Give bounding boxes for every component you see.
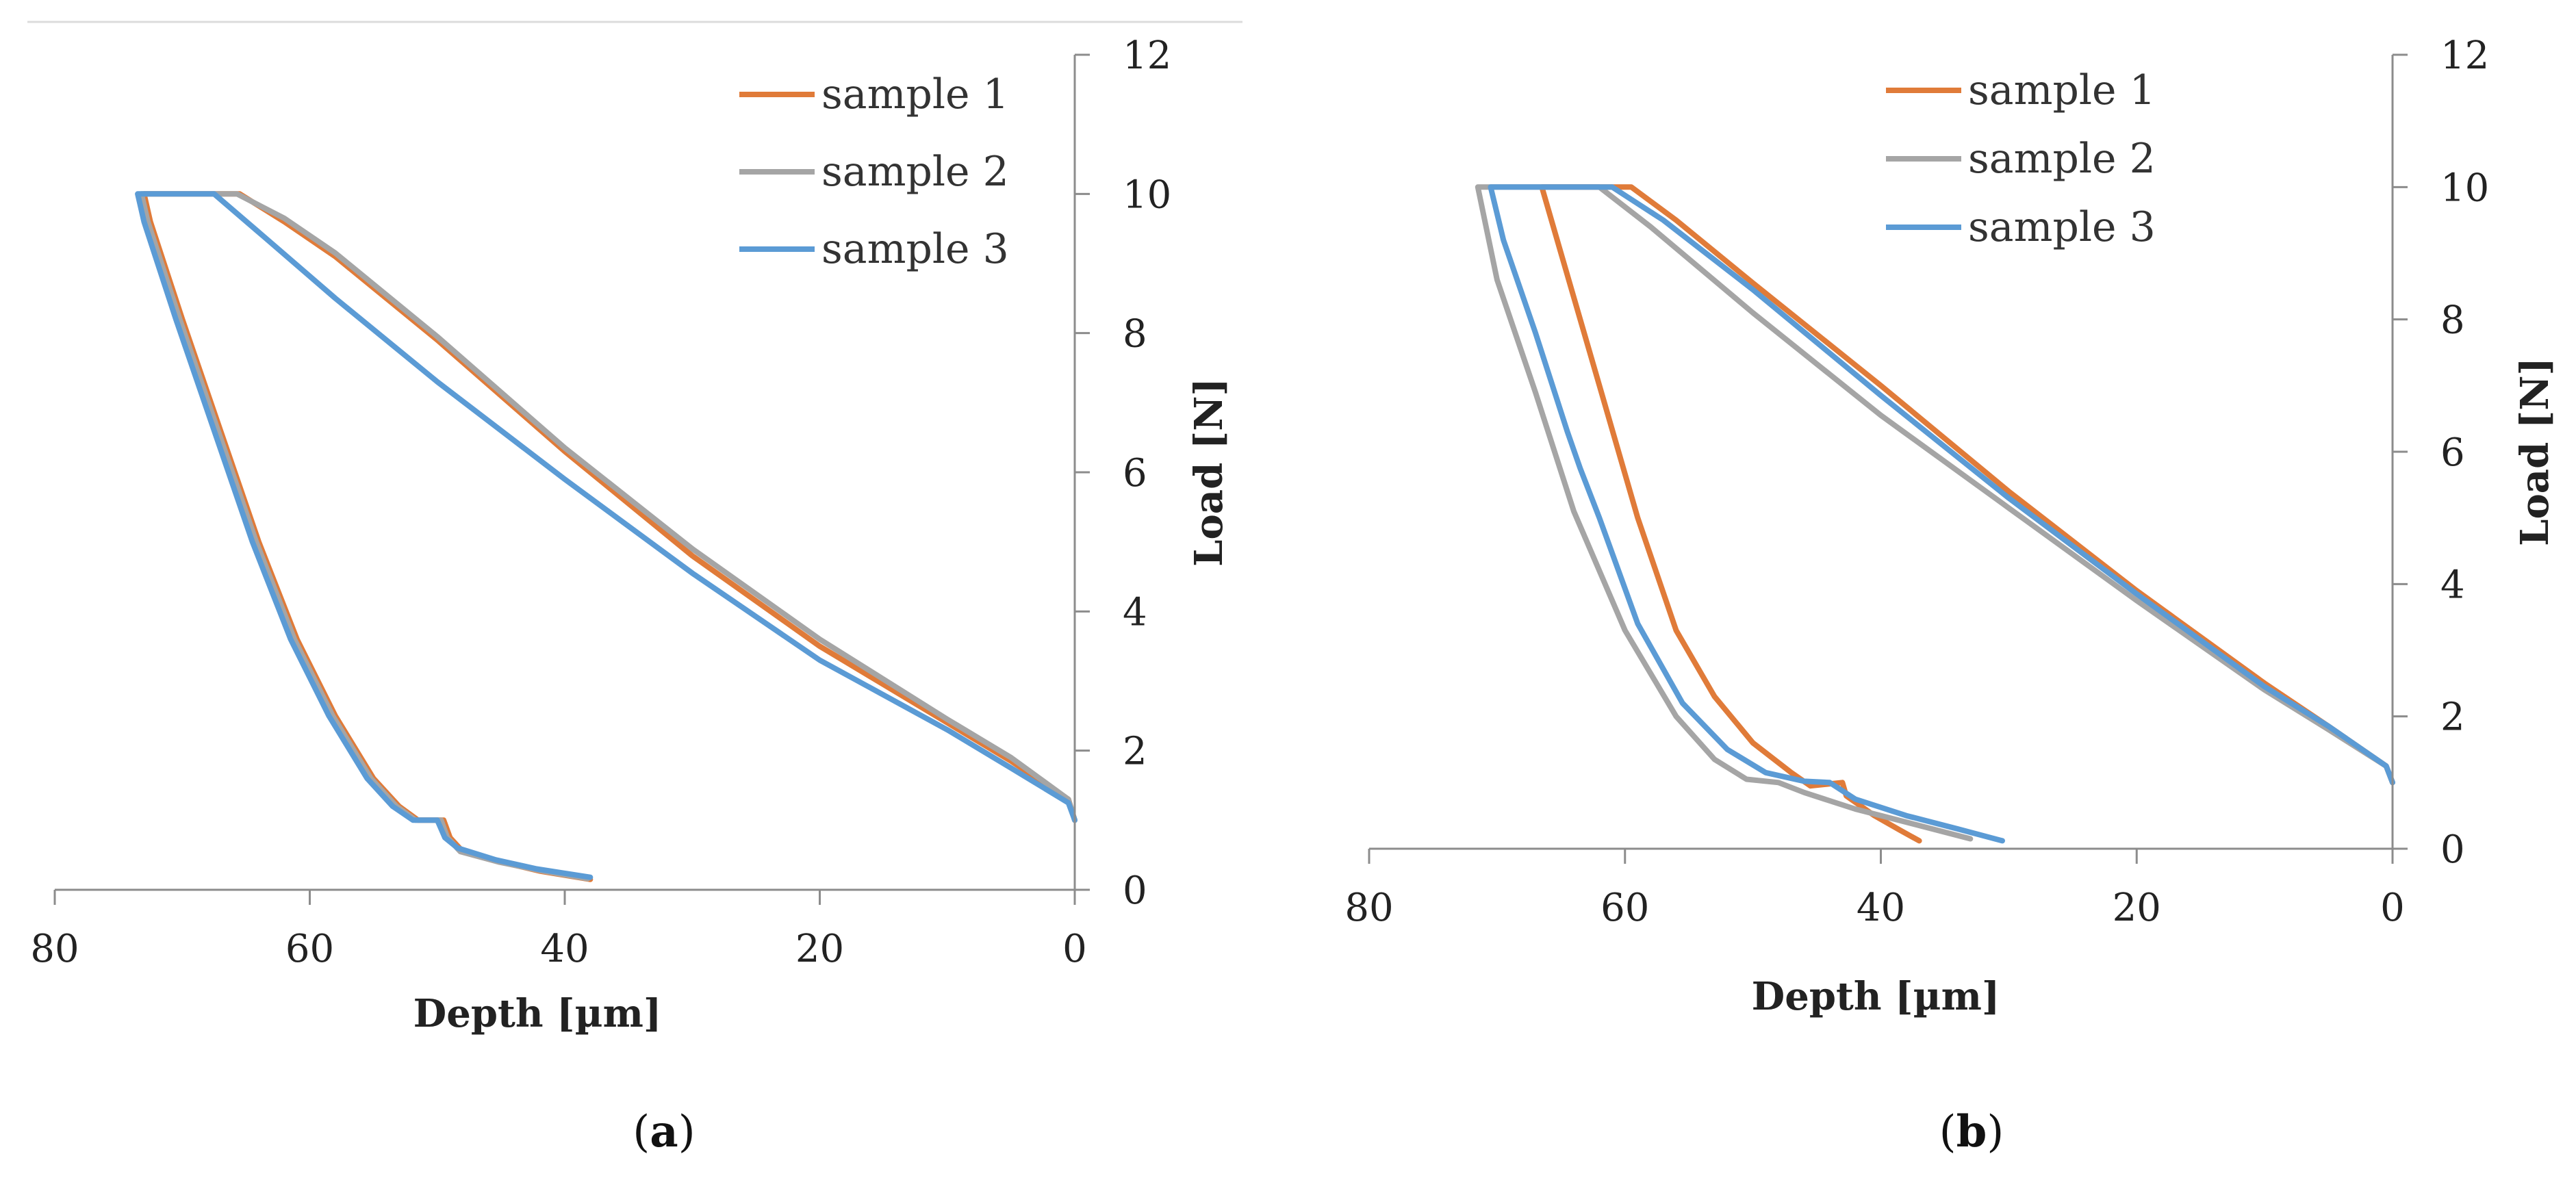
x-tick-label-a: 20 xyxy=(795,927,844,971)
y-tick-label-a: 4 xyxy=(1123,590,1147,634)
x-tick-label-b: 80 xyxy=(1344,886,1393,930)
legend-label-a-2: sample 2 xyxy=(821,148,1009,196)
series-line-a-sample-3 xyxy=(135,191,1077,880)
y-tick-label-a: 12 xyxy=(1123,34,1171,78)
x-tick-label-b: 20 xyxy=(2113,886,2161,930)
y-axis-title-b: Load [N] xyxy=(2512,357,2558,546)
y-tick-label-b: 8 xyxy=(2440,298,2465,343)
y-tick-label-b: 2 xyxy=(2440,695,2465,740)
legend-b: sample 1 sample 2 sample 3 xyxy=(1886,66,2156,251)
x-axis-title-b: Depth [µm] xyxy=(1752,974,2000,1019)
y-tick-label-b: 4 xyxy=(2440,563,2465,607)
x-tick-label-a: 80 xyxy=(30,927,79,971)
y-tick-label-b: 12 xyxy=(2440,34,2489,78)
y-axis-title-a: Load [N] xyxy=(1186,378,1232,567)
x-axis-title-a: Depth [µm] xyxy=(413,991,662,1036)
y-tick-label-b: 0 xyxy=(2440,828,2465,872)
legend-label-b-3: sample 3 xyxy=(1968,203,2156,251)
y-tick-label-a: 6 xyxy=(1123,451,1147,496)
series-line-b-sample-1 xyxy=(1539,184,2395,844)
x-tick-label-b: 40 xyxy=(1857,886,1905,930)
x-tick-label-b: 0 xyxy=(2380,886,2405,930)
panel-label-b: (b) xyxy=(1939,1106,2004,1157)
y-tick-label-a: 2 xyxy=(1123,730,1147,774)
x-ticks-b: 80 60 40 20 0 xyxy=(1344,849,2405,930)
y-tick-label-a: 10 xyxy=(1123,172,1171,217)
y-ticks-b: 0 2 4 6 8 10 12 xyxy=(2393,34,2489,872)
series-line-b-sample-3 xyxy=(1488,184,2395,844)
x-tick-label-a: 0 xyxy=(1062,927,1087,971)
series-line-a-sample-1 xyxy=(141,191,1077,882)
legend-label-b-1: sample 1 xyxy=(1968,66,2156,114)
x-tick-label-b: 60 xyxy=(1601,886,1649,930)
series-line-b-sample-2 xyxy=(1475,184,2395,842)
plot-area-a xyxy=(135,191,1077,882)
x-tick-label-a: 60 xyxy=(285,927,334,971)
series-line-a-sample-2 xyxy=(138,191,1077,882)
x-tick-label-a: 40 xyxy=(540,927,589,971)
y-ticks-a: 0 2 4 6 8 10 12 xyxy=(1075,34,1171,913)
y-tick-label-b: 6 xyxy=(2440,431,2465,475)
y-tick-label-b: 10 xyxy=(2440,166,2489,210)
plot-area-b xyxy=(1475,184,2395,844)
panel-label-a: (a) xyxy=(633,1106,695,1157)
x-ticks-a: 80 60 40 20 0 xyxy=(30,890,1087,971)
legend-label-a-3: sample 3 xyxy=(821,225,1009,273)
legend-a: sample 1 sample 2 sample 3 xyxy=(739,70,1009,273)
y-tick-label-a: 8 xyxy=(1123,312,1147,357)
y-tick-label-a: 0 xyxy=(1123,869,1147,913)
legend-label-a-1: sample 1 xyxy=(821,70,1009,118)
legend-label-b-2: sample 2 xyxy=(1968,135,2156,183)
axes-b xyxy=(1369,55,2394,850)
